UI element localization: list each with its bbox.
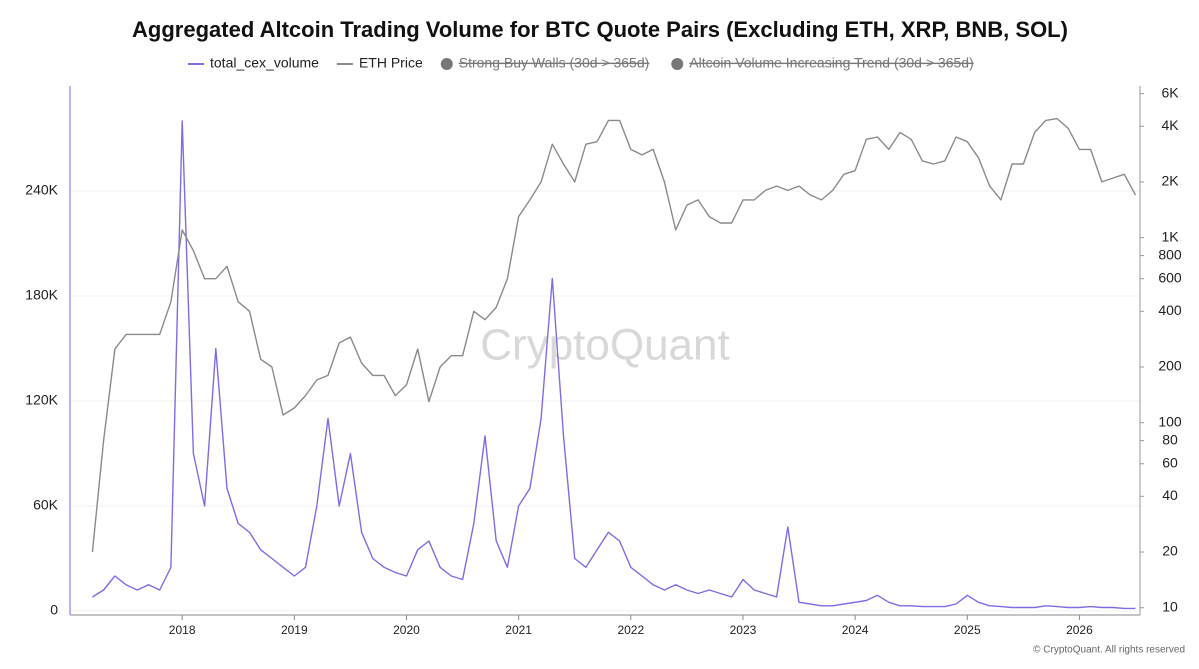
chart-title: Aggregated Altcoin Trading Volume for BT… — [132, 17, 1068, 42]
x-tick-label: 2024 — [842, 623, 869, 637]
x-tick-label: 2021 — [505, 623, 532, 637]
y2-tick-label: 600 — [1158, 269, 1182, 285]
y2-tick-label: 6K — [1161, 84, 1179, 100]
source: © CryptoQuant. All rights reserved — [1033, 645, 1185, 656]
x-tick-label: 2019 — [281, 623, 308, 637]
x-tick-label: 2020 — [393, 623, 420, 637]
legend-label[interactable]: Altcoin Volume Increasing Trend (30d > 3… — [689, 55, 973, 71]
y2-tick-label: 2K — [1161, 173, 1179, 189]
series-line — [91, 117, 1137, 553]
y2-tick-label: 100 — [1158, 413, 1182, 429]
y2-tick-label: 1K — [1161, 228, 1179, 244]
legend-label[interactable]: total_cex_volume — [210, 55, 319, 71]
y2-tick-label: 400 — [1158, 302, 1182, 318]
watermark: CryptoQuant — [480, 321, 729, 370]
y2-tick-label: 80 — [1162, 431, 1178, 447]
legend-marker — [671, 58, 684, 70]
y2-tick-label: 10 — [1162, 598, 1178, 614]
x-tick-label: 2022 — [617, 623, 644, 637]
y-tick-label: 120K — [25, 392, 58, 408]
y2-tick-label: 200 — [1158, 358, 1182, 374]
y2-tick-label: 800 — [1158, 246, 1182, 262]
y-tick-label: 180K — [25, 287, 58, 303]
y2-tick-label: 20 — [1162, 543, 1178, 559]
y2-tick-label: 60 — [1162, 454, 1178, 470]
x-tick-label: 2025 — [954, 623, 981, 637]
legend: total_cex_volume ETH Price Strong Buy Wall… — [188, 55, 974, 71]
x-tick-label: 2023 — [730, 623, 757, 637]
legend-label[interactable]: Strong Buy Walls (30d > 365d) — [459, 55, 650, 71]
legend-marker — [440, 58, 453, 70]
x-tick-label: 2018 — [169, 623, 196, 637]
y2-tick-label: 40 — [1162, 487, 1178, 503]
y-tick-label: 240K — [25, 182, 58, 198]
legend-label[interactable]: ETH Price — [359, 55, 423, 71]
y2-tick-label: 4K — [1161, 117, 1179, 133]
x-tick-label: 2026 — [1066, 623, 1093, 637]
y-tick-label: 0 — [50, 602, 58, 618]
series-line — [92, 120, 1136, 610]
y-tick-label: 60K — [33, 497, 59, 513]
